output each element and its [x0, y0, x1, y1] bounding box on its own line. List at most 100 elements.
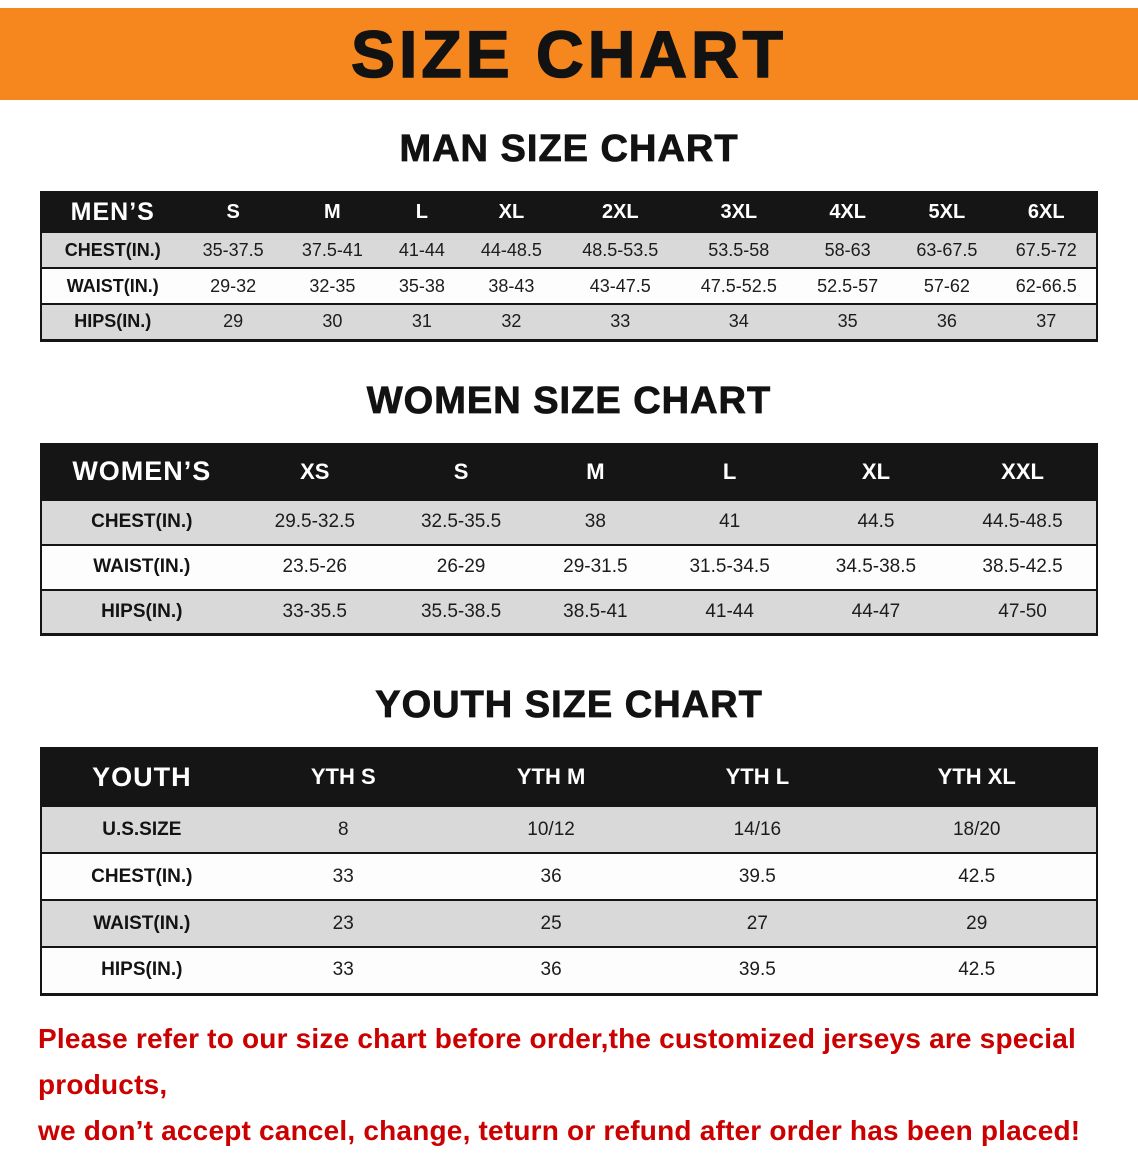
- size-value-cell: 36: [540, 959, 562, 981]
- size-value-cell: 36: [936, 311, 957, 332]
- size-header-cell: 5XL: [897, 192, 997, 232]
- size-header-cell: 3XL: [679, 192, 799, 232]
- table-header-row: WOMEN’S XS S M L XL XXL: [41, 443, 1097, 500]
- size-header-cell: S: [183, 192, 283, 232]
- disclaimer-text: Please refer to our size chart before or…: [38, 1016, 1100, 1155]
- size-header-cell: 6XL: [996, 192, 1097, 232]
- size-value-cell: 32: [501, 311, 522, 332]
- size-header-cell: XXL: [949, 443, 1097, 500]
- size-header-cell: YTH L: [657, 748, 858, 806]
- size-header-cell: XL: [461, 192, 562, 232]
- size-value-cell: 32-35: [309, 275, 356, 296]
- size-value-cell: 42.5: [958, 865, 996, 887]
- size-value-cell: 31.5-34.5: [689, 556, 770, 577]
- size-value-cell: 62-66.5: [1015, 275, 1077, 296]
- size-value-cell: 33: [332, 959, 354, 981]
- row-label-cell: WAIST(IN.): [66, 275, 159, 296]
- size-header-cell: L: [381, 192, 462, 232]
- men-size-table: MEN’S S M L XL 2XL 3XL 4XL 5XL 6XL CHEST(IN.) 35-37…: [40, 191, 1098, 342]
- row-label-cell: WAIST(IN.): [93, 556, 191, 577]
- table-row: CHEST(IN.) 29.5-32.5 32.5-35.5 38 41 44.5 44.5…: [41, 499, 1097, 545]
- table-row: HIPS(IN.) 33 36 39.5 42.5: [41, 947, 1097, 994]
- size-value-cell: 32.5-35.5: [420, 511, 502, 532]
- women-section-heading: WOMEN SIZE CHART: [366, 379, 772, 422]
- size-value-cell: 10/12: [527, 818, 575, 840]
- size-value-cell: 47.5-52.5: [700, 275, 777, 296]
- size-value-cell: 29: [223, 311, 244, 332]
- men-section-heading: MAN SIZE CHART: [399, 128, 739, 171]
- size-value-cell: 30: [322, 311, 343, 332]
- size-value-cell: 29: [966, 912, 988, 934]
- size-value-cell: 42.5: [958, 959, 996, 981]
- size-value-cell: 43-47.5: [589, 275, 651, 296]
- size-value-cell: 63-67.5: [916, 239, 978, 260]
- row-label-cell: CHEST(IN.): [91, 511, 193, 532]
- size-value-cell: 29-31.5: [563, 556, 628, 577]
- size-value-cell: 23: [332, 912, 354, 934]
- size-chart-page: SIZE CHART MAN SIZE CHART MEN’S S M L XL 2XL 3…: [0, 8, 1138, 1155]
- size-value-cell: 35: [837, 311, 858, 332]
- row-label-cell: U.S.SIZE: [102, 818, 182, 840]
- size-header-cell: M: [282, 192, 382, 232]
- size-value-cell: 48.5-53.5: [582, 239, 659, 260]
- women-size-table: WOMEN’S XS S M L XL XXL CHEST(IN.) 29.5-32.5 32.5…: [40, 442, 1098, 636]
- size-value-cell: 18/20: [952, 818, 1001, 840]
- size-value-cell: 38.5-41: [563, 600, 628, 622]
- size-value-cell: 44-47: [851, 600, 901, 622]
- size-value-cell: 34.5-38.5: [835, 556, 917, 577]
- size-header-cell: M: [534, 443, 657, 500]
- size-value-cell: 33: [610, 311, 631, 332]
- table-row: CHEST(IN.) 35-37.5 37.5-41 41-44 44-48.5 48.5…: [41, 232, 1097, 268]
- disclaimer-line-1: Please refer to our size chart before or…: [38, 1022, 1077, 1100]
- size-value-cell: 34: [728, 311, 749, 332]
- size-value-cell: 31: [411, 311, 432, 332]
- table-header-row: MEN’S S M L XL 2XL 3XL 4XL 5XL 6XL: [41, 192, 1097, 232]
- table-row: HIPS(IN.) 29 30 31 32 33 34 35 36 37: [41, 304, 1097, 340]
- size-value-cell: 14/16: [733, 818, 782, 840]
- size-value-cell: 41-44: [398, 239, 445, 260]
- size-header-cell: YTH M: [444, 748, 658, 806]
- size-header-cell: 2XL: [561, 192, 680, 232]
- row-label-cell: CHEST(IN.): [91, 865, 193, 887]
- size-value-cell: 53.5-58: [708, 239, 770, 260]
- size-value-cell: 35.5-38.5: [420, 600, 502, 622]
- size-value-cell: 8: [337, 818, 349, 840]
- row-label-cell: HIPS(IN.): [101, 959, 183, 981]
- size-value-cell: 23.5-26: [282, 556, 347, 577]
- size-value-cell: 41-44: [705, 600, 754, 622]
- size-value-cell: 57-62: [923, 275, 970, 296]
- size-value-cell: 38: [584, 511, 606, 532]
- size-value-cell: 35-38: [398, 275, 445, 296]
- size-value-cell: 44-48.5: [480, 239, 542, 260]
- size-value-cell: 33-35.5: [282, 600, 347, 622]
- size-value-cell: 41: [719, 511, 741, 532]
- size-value-cell: 33: [332, 865, 354, 887]
- row-label-cell: WAIST(IN.): [93, 912, 191, 934]
- table-title-cell: YOUTH: [41, 748, 242, 806]
- page-title: SIZE CHART: [350, 16, 787, 92]
- size-value-cell: 52.5-57: [817, 275, 879, 296]
- banner: SIZE CHART: [0, 8, 1138, 100]
- table-row: CHEST(IN.) 33 36 39.5 42.5: [41, 853, 1097, 900]
- table-title-cell: WOMEN’S: [41, 443, 242, 500]
- size-value-cell: 39.5: [738, 865, 776, 887]
- size-value-cell: 58-63: [824, 239, 871, 260]
- youth-size-table: YOUTH YTH S YTH M YTH L YTH XL U.S.SIZE 8 10/12…: [40, 747, 1098, 996]
- size-value-cell: 38-43: [488, 275, 535, 296]
- size-value-cell: 44.5-48.5: [982, 511, 1063, 532]
- size-value-cell: 29.5-32.5: [274, 511, 355, 532]
- table-title-cell: MEN’S: [41, 192, 184, 232]
- row-label-cell: HIPS(IN.): [74, 311, 152, 332]
- size-header-cell: L: [656, 443, 803, 500]
- size-value-cell: 29-32: [210, 275, 257, 296]
- size-value-cell: 38.5-42.5: [982, 556, 1063, 577]
- size-value-cell: 36: [540, 865, 562, 887]
- size-header-cell: XL: [802, 443, 950, 500]
- size-value-cell: 37: [1036, 311, 1057, 332]
- size-value-cell: 47-50: [998, 600, 1047, 622]
- size-header-cell: 4XL: [798, 192, 898, 232]
- size-value-cell: 25: [540, 912, 562, 934]
- size-value-cell: 26-29: [436, 556, 486, 577]
- size-value-cell: 39.5: [738, 959, 776, 981]
- size-header-cell: S: [387, 443, 535, 500]
